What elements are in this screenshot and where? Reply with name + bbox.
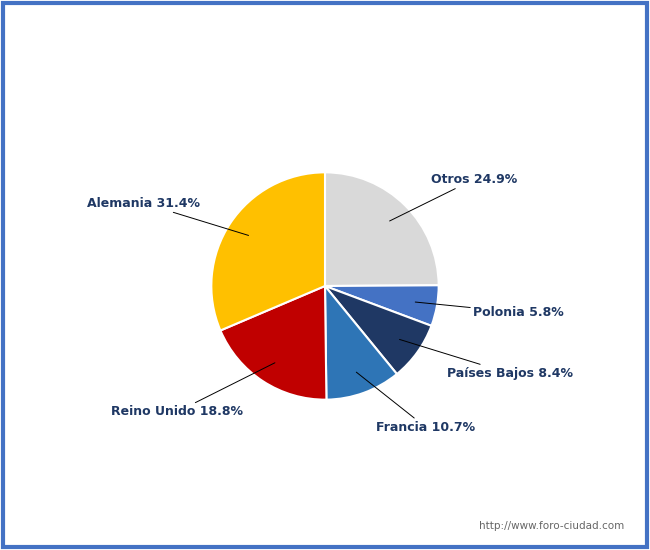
Text: http://www.foro-ciudad.com: http://www.foro-ciudad.com bbox=[479, 521, 624, 531]
Wedge shape bbox=[325, 286, 432, 374]
Wedge shape bbox=[325, 285, 439, 326]
Text: Reino Unido 18.8%: Reino Unido 18.8% bbox=[111, 363, 275, 419]
Wedge shape bbox=[325, 286, 397, 400]
Wedge shape bbox=[220, 286, 326, 400]
Wedge shape bbox=[325, 172, 439, 286]
Text: El Sauzal - Turistas extranjeros según país - Abril de 2024: El Sauzal - Turistas extranjeros según p… bbox=[86, 24, 564, 40]
Text: Países Bajos 8.4%: Países Bajos 8.4% bbox=[400, 339, 573, 380]
Text: Polonia 5.8%: Polonia 5.8% bbox=[415, 302, 564, 319]
Text: Francia 10.7%: Francia 10.7% bbox=[356, 372, 476, 434]
Text: Alemania 31.4%: Alemania 31.4% bbox=[86, 196, 248, 235]
Wedge shape bbox=[211, 172, 325, 331]
Text: Otros 24.9%: Otros 24.9% bbox=[389, 173, 517, 221]
